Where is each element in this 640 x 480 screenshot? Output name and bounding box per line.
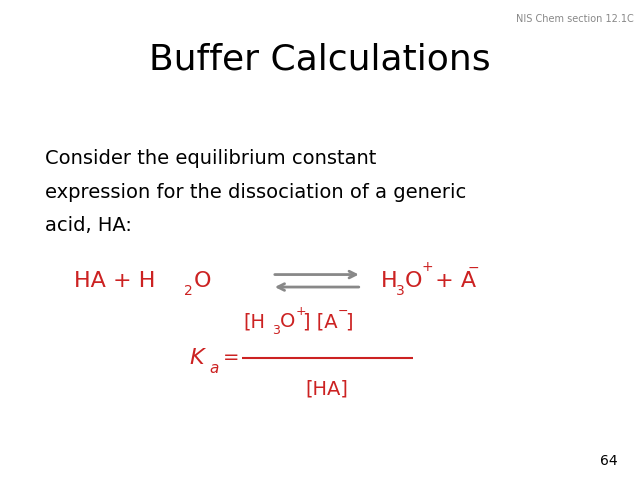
Text: a: a — [209, 360, 219, 376]
Text: Buffer Calculations: Buffer Calculations — [149, 43, 491, 77]
Text: NIS Chem section 12.1C: NIS Chem section 12.1C — [516, 14, 634, 24]
Text: [H: [H — [243, 312, 265, 331]
Text: O: O — [280, 312, 296, 331]
Text: ]: ] — [346, 312, 353, 331]
Text: H: H — [381, 271, 397, 291]
Text: 2: 2 — [184, 284, 193, 299]
Text: $\mathit{K}$: $\mathit{K}$ — [189, 348, 207, 368]
Text: +: + — [421, 260, 433, 275]
Text: =: = — [223, 348, 239, 367]
Text: −: − — [467, 260, 479, 275]
Text: 3: 3 — [272, 324, 280, 337]
Text: O: O — [404, 271, 422, 291]
Text: expression for the dissociation of a generic: expression for the dissociation of a gen… — [45, 182, 466, 202]
Text: HA + H: HA + H — [74, 271, 155, 291]
Text: acid, HA:: acid, HA: — [45, 216, 132, 235]
Text: 3: 3 — [396, 284, 404, 299]
Text: +: + — [296, 304, 307, 318]
Text: ] [A: ] [A — [303, 312, 337, 331]
Text: + A: + A — [428, 271, 476, 291]
Text: 64: 64 — [600, 454, 618, 468]
Text: [HA]: [HA] — [306, 379, 348, 398]
Text: Consider the equilibrium constant: Consider the equilibrium constant — [45, 149, 376, 168]
Text: O: O — [193, 271, 211, 291]
Text: −: − — [338, 304, 348, 318]
